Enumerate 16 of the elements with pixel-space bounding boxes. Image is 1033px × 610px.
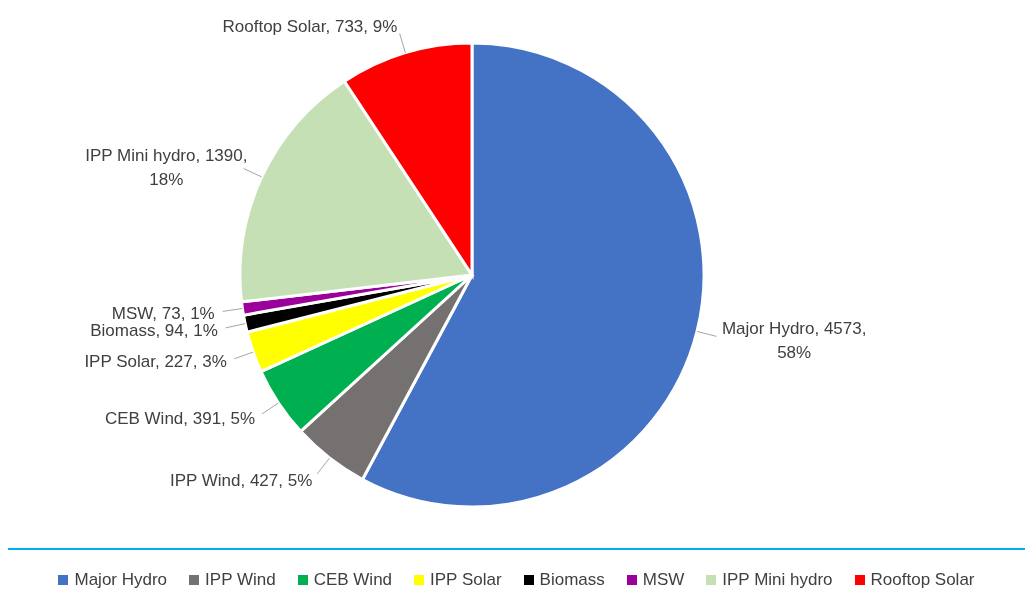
data-label: Major Hydro, 4573, 58% bbox=[721, 319, 867, 363]
legend-label: Biomass bbox=[539, 570, 605, 590]
data-label: IPP Solar, 227, 3% bbox=[84, 352, 227, 372]
data-label: IPP Wind, 427, 5% bbox=[169, 471, 313, 491]
data-label: IPP Mini hydro, 1390, 18% bbox=[85, 146, 248, 190]
legend-label: IPP Solar bbox=[430, 570, 502, 590]
legend-label: Rooftop Solar bbox=[870, 570, 975, 590]
legend-label: MSW bbox=[642, 570, 685, 590]
data-label: MSW, 73, 1% bbox=[111, 303, 215, 323]
legend-label: IPP Mini hydro bbox=[722, 570, 833, 590]
legend-label: IPP Wind bbox=[205, 570, 276, 590]
data-label: Rooftop Solar, 733, 9% bbox=[222, 16, 398, 36]
data-label: CEB Wind, 391, 5% bbox=[104, 409, 256, 429]
legend-label: CEB Wind bbox=[313, 570, 393, 590]
legend-label: Major Hydro bbox=[74, 570, 168, 590]
data-label: Biomass, 94, 1% bbox=[90, 320, 218, 340]
